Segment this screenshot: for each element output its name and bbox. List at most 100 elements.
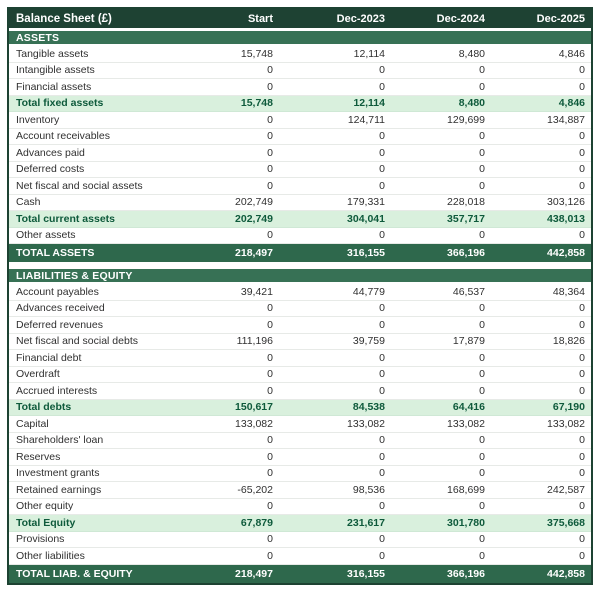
cell-value: 124,711 bbox=[347, 113, 385, 126]
cell-value: 4,846 bbox=[558, 97, 585, 110]
cell-value: 0 bbox=[579, 533, 585, 546]
row-label: Shareholders' loan bbox=[16, 434, 104, 447]
cell-value: 15,748 bbox=[240, 97, 273, 110]
row-label: Reserves bbox=[16, 450, 61, 463]
cell-value: 0 bbox=[479, 318, 485, 331]
cell-value: 0 bbox=[479, 302, 485, 315]
cell-value: 0 bbox=[479, 467, 485, 480]
cell-value: 67,190 bbox=[552, 401, 585, 414]
cell-value: 17,879 bbox=[452, 335, 485, 348]
row-label: Total current assets bbox=[16, 212, 116, 225]
subtotal-row: Total fixed assets 15,748 12,114 8,480 4,846 bbox=[9, 95, 591, 112]
cell-value: 438,013 bbox=[547, 212, 585, 225]
table-row: Reserves 0 0 0 0 bbox=[9, 449, 591, 466]
cell-value: 0 bbox=[479, 163, 485, 176]
table-row: Account receivables 0 0 0 0 bbox=[9, 128, 591, 145]
column-header-dec-2025: Dec-2025 bbox=[536, 12, 585, 25]
cell-value: 0 bbox=[579, 384, 585, 397]
cell-value: 0 bbox=[267, 318, 273, 331]
cell-value: 0 bbox=[379, 130, 385, 143]
cell-value: 67,879 bbox=[240, 516, 273, 529]
cell-value: 0 bbox=[267, 130, 273, 143]
cell-value: 0 bbox=[379, 549, 385, 562]
sheet-title: Balance Sheet (£) bbox=[16, 12, 112, 25]
cell-value: 0 bbox=[479, 64, 485, 77]
cell-value: 0 bbox=[267, 467, 273, 480]
cell-value: 150,617 bbox=[235, 401, 273, 414]
cell-value: 84,538 bbox=[352, 401, 385, 414]
cell-value: 0 bbox=[267, 351, 273, 364]
cell-value: 0 bbox=[579, 229, 585, 242]
cell-value: 98,536 bbox=[352, 483, 385, 496]
cell-value: 0 bbox=[579, 450, 585, 463]
cell-value: 375,668 bbox=[547, 516, 585, 529]
cell-value: 0 bbox=[579, 368, 585, 381]
cell-value: 0 bbox=[267, 163, 273, 176]
cell-value: 8,480 bbox=[458, 97, 485, 110]
cell-value: 0 bbox=[379, 302, 385, 315]
cell-value: 0 bbox=[267, 64, 273, 77]
row-label: Intangible assets bbox=[16, 64, 95, 77]
cell-value: 46,537 bbox=[452, 285, 485, 298]
cell-value: 0 bbox=[479, 533, 485, 546]
row-label: Capital bbox=[16, 417, 49, 430]
cell-value: 0 bbox=[479, 549, 485, 562]
cell-value: 12,114 bbox=[353, 97, 385, 110]
table-row: Accrued interests 0 0 0 0 bbox=[9, 383, 591, 400]
cell-value: 218,497 bbox=[235, 567, 273, 580]
cell-value: 316,155 bbox=[347, 247, 385, 259]
cell-value: 316,155 bbox=[347, 567, 385, 580]
row-label: Provisions bbox=[16, 533, 65, 546]
cell-value: 231,617 bbox=[347, 516, 385, 529]
table-row: Inventory 0 124,711 129,699 134,887 bbox=[9, 112, 591, 129]
grand-total-row: TOTAL LIAB. & EQUITY 218,497 316,155 366,19… bbox=[9, 564, 591, 583]
row-label: Total Equity bbox=[16, 516, 76, 529]
cell-value: 0 bbox=[267, 80, 273, 93]
cell-value: 366,196 bbox=[447, 567, 485, 580]
cell-value: 168,699 bbox=[447, 483, 485, 496]
cell-value: 133,082 bbox=[547, 417, 585, 430]
cell-value: 0 bbox=[579, 179, 585, 192]
row-label: Account payables bbox=[16, 285, 99, 298]
table-row: Net fiscal and social assets 0 0 0 0 bbox=[9, 178, 591, 195]
table-row: Account payables 39,421 44,779 46,537 48,364 bbox=[9, 284, 591, 301]
cell-value: 133,082 bbox=[347, 417, 385, 430]
cell-value: 0 bbox=[379, 533, 385, 546]
cell-value: 442,858 bbox=[547, 247, 585, 259]
column-header-dec-2023: Dec-2023 bbox=[336, 12, 385, 25]
row-label: Total debts bbox=[16, 401, 72, 414]
cell-value: 0 bbox=[579, 130, 585, 143]
cell-value: 0 bbox=[379, 351, 385, 364]
cell-value: 0 bbox=[267, 229, 273, 242]
row-label: Retained earnings bbox=[16, 483, 102, 496]
cell-value: 4,846 bbox=[558, 47, 585, 60]
row-label: Other liabilities bbox=[16, 549, 85, 562]
row-label: Advances received bbox=[16, 302, 105, 315]
row-label: Other equity bbox=[16, 500, 74, 513]
cell-value: 0 bbox=[379, 368, 385, 381]
cell-value: 39,759 bbox=[352, 335, 385, 348]
cell-value: 202,749 bbox=[235, 196, 273, 209]
section-header-label: ASSETS bbox=[16, 31, 60, 44]
cell-value: 179,331 bbox=[347, 196, 385, 209]
cell-value: 0 bbox=[379, 179, 385, 192]
cell-value: 133,082 bbox=[235, 417, 273, 430]
row-label: Deferred revenues bbox=[16, 318, 103, 331]
cell-value: 133,082 bbox=[447, 417, 485, 430]
table-row: Other equity 0 0 0 0 bbox=[9, 498, 591, 515]
cell-value: 0 bbox=[479, 368, 485, 381]
table-row: Net fiscal and social debts 111,196 39,759… bbox=[9, 333, 591, 350]
row-label: Deferred costs bbox=[16, 163, 85, 176]
subtotal-row: Total Equity 67,879 231,617 301,780 375,668 bbox=[9, 515, 591, 532]
cell-value: 0 bbox=[379, 146, 385, 159]
table-row: Deferred revenues 0 0 0 0 bbox=[9, 317, 591, 334]
cell-value: 0 bbox=[267, 384, 273, 397]
cell-value: 0 bbox=[267, 179, 273, 192]
cell-value: 0 bbox=[267, 533, 273, 546]
cell-value: 0 bbox=[379, 500, 385, 513]
cell-value: 0 bbox=[479, 450, 485, 463]
cell-value: 0 bbox=[579, 434, 585, 447]
cell-value: 0 bbox=[267, 368, 273, 381]
cell-value: 442,858 bbox=[547, 567, 585, 580]
row-label: Tangible assets bbox=[16, 47, 89, 60]
